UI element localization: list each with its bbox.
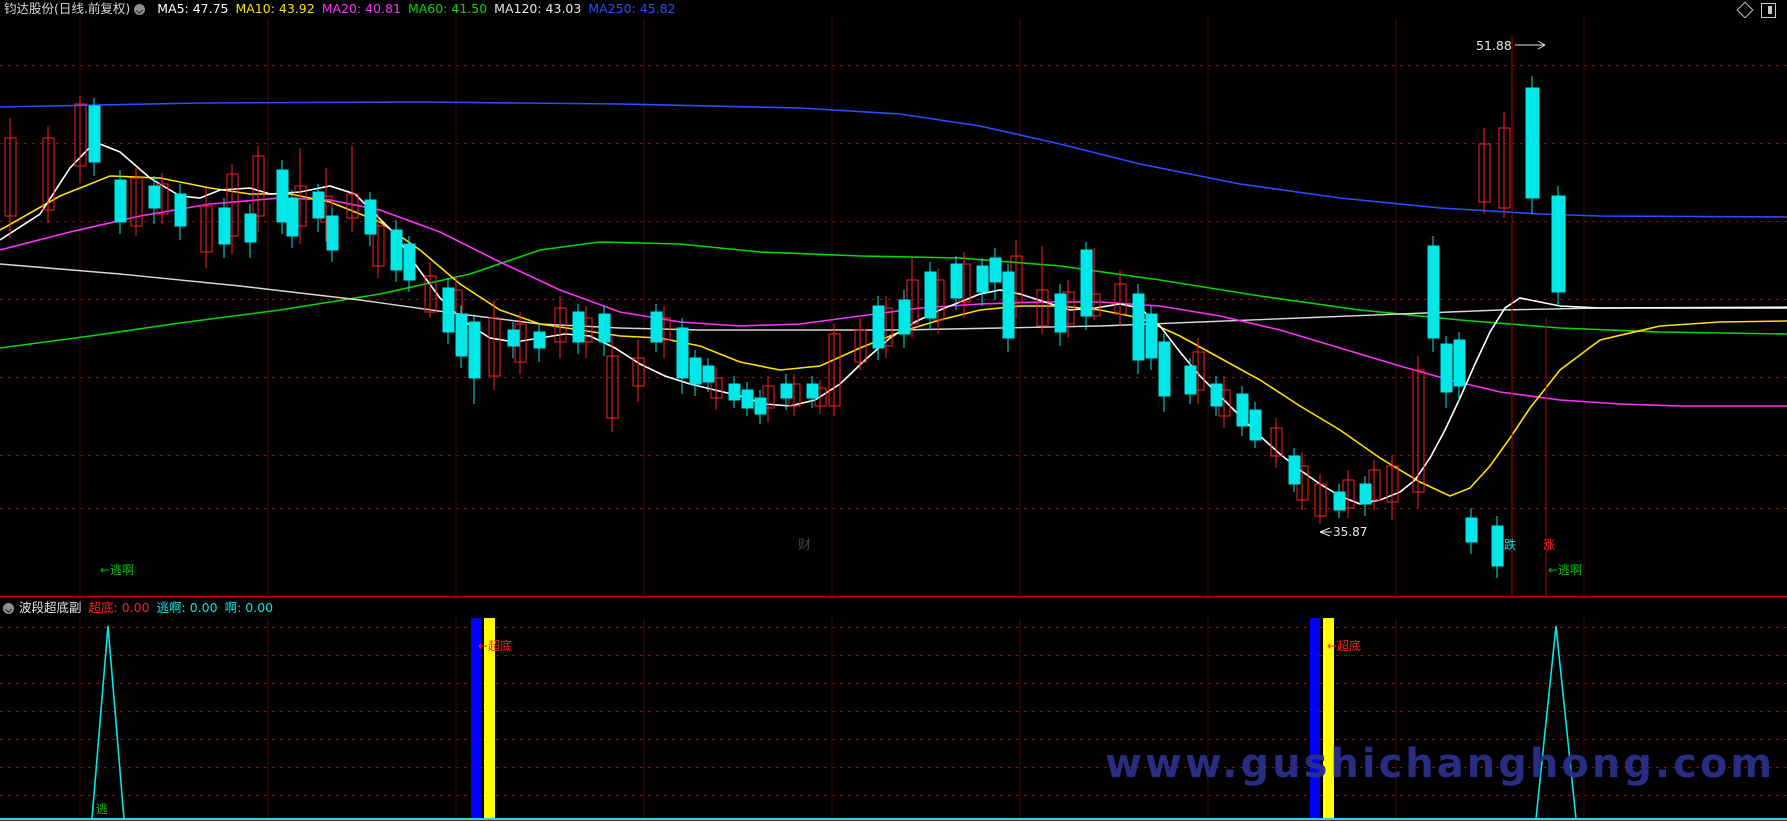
- label-zhang: 涨: [1543, 537, 1555, 552]
- sell-label-left-bottom: 逃: [96, 802, 109, 816]
- ma120-readout: MA120: 43.03: [494, 1, 582, 16]
- buy-signal-bars-1[interactable]: [471, 618, 495, 819]
- indicator-pane[interactable]: 波段超底副 超底: 0.00 逃啊: 0.00 啊: 0.00: [0, 598, 1787, 821]
- candlestick-series[interactable]: [4, 76, 1566, 578]
- label-die: 跌: [1504, 537, 1516, 552]
- ma250-readout: MA250: 45.82: [588, 1, 676, 16]
- ma5-line: [0, 141, 1787, 505]
- price-pane[interactable]: 51.88 35.87 财 跌 涨: [0, 18, 1787, 598]
- page-title[interactable]: 钧达股份(日线.前复权): [4, 1, 131, 16]
- indicator-chart-svg[interactable]: [0, 618, 1787, 821]
- circle-chevron-down-icon[interactable]: [134, 4, 146, 15]
- indicator-readout-chaodi: 超底: 0.00: [88, 600, 150, 615]
- ma120-line: [0, 263, 1787, 331]
- circle-chevron-down-icon[interactable]: [3, 603, 14, 614]
- price-chart-svg[interactable]: 51.88 35.87 财 跌 涨: [0, 18, 1787, 598]
- window-corner-controls: [1736, 1, 1783, 19]
- buy-signal-label-2: ←超底: [1327, 639, 1362, 653]
- low-price-annotation: 35.87: [1319, 525, 1367, 539]
- sell-spike-left: [91, 625, 125, 820]
- indicator-header: 波段超底副 超底: 0.00 逃啊: 0.00 啊: 0.00: [0, 598, 1787, 618]
- ma250-line: [0, 101, 1787, 218]
- ma20-readout: MA20: 40.81: [321, 1, 401, 16]
- indicator-readout-a: 啊: 0.00: [224, 600, 274, 615]
- indicator-gridlines: [0, 627, 1787, 796]
- high-price-annotation: 51.88: [1476, 38, 1546, 53]
- center-faint-char: 财: [798, 538, 811, 553]
- buy-signal-label-1: ←超底: [478, 639, 513, 653]
- low-price-label: 35.87: [1333, 525, 1367, 539]
- panel-layout-icon[interactable]: [1761, 3, 1776, 18]
- horizontal-gridlines: [0, 65, 1787, 509]
- high-price-label: 51.88: [1476, 38, 1512, 53]
- indicator-name[interactable]: 波段超底副: [19, 600, 82, 615]
- sell-spike-right: [1535, 625, 1577, 820]
- sell-signal-label-left: ←逃啊: [100, 563, 135, 577]
- ma5-readout: MA5: 47.75: [157, 1, 229, 16]
- ma60-readout: MA60: 41.50: [407, 1, 488, 16]
- diamond-icon[interactable]: [1736, 1, 1754, 19]
- sell-signal-label-right: ←逃啊: [1548, 563, 1583, 577]
- indicator-baseline: [0, 818, 1787, 820]
- ma60-line: [0, 241, 1787, 349]
- pane-divider: [0, 596, 1787, 598]
- main-chart-header: 钧达股份(日线.前复权) MA5: 47.75 MA10: 43.92 MA20: 4…: [0, 0, 1787, 18]
- buy-signal-bars-2[interactable]: [1310, 618, 1334, 819]
- indicator-vertical-gridlines: [79, 618, 1585, 821]
- ma10-readout: MA10: 43.92: [235, 1, 315, 16]
- indicator-readout-taoa: 逃啊: 0.00: [156, 600, 218, 615]
